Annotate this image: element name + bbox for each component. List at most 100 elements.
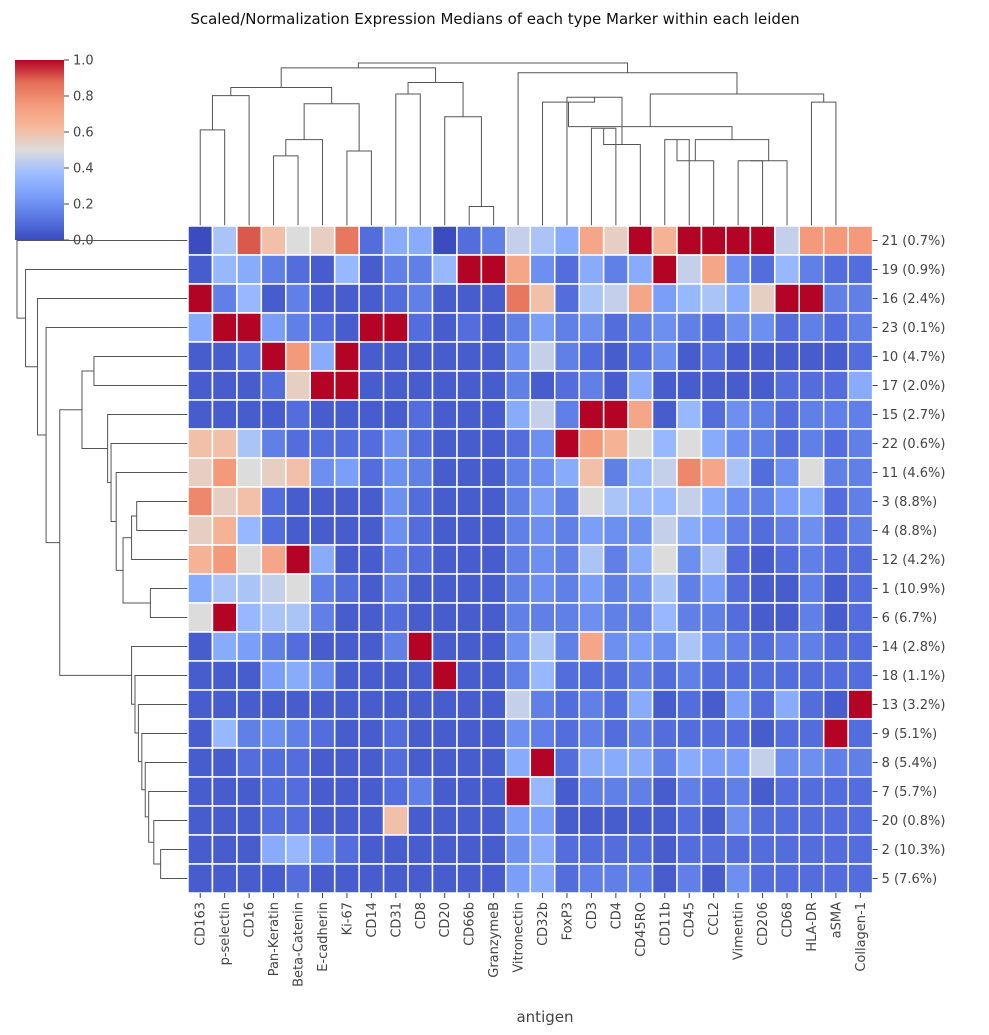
column-dendrogram-link	[280, 67, 437, 88]
heatmap-cell	[211, 660, 238, 691]
heatmap-cell	[333, 515, 360, 546]
heatmap-cell	[382, 573, 409, 604]
heatmap-cell	[431, 428, 458, 459]
row-dendrogram-link	[115, 472, 188, 571]
heatmap-cell	[651, 805, 678, 836]
colorbar-tick-label: 0.2	[73, 198, 94, 213]
heatmap-cell	[749, 602, 776, 633]
heatmap-cell	[285, 863, 311, 894]
column-tick-label: CD32b	[536, 902, 551, 946]
heatmap-cell	[798, 544, 825, 575]
column-tick-label: CCL2	[707, 902, 722, 936]
heatmap-cell	[602, 863, 629, 894]
heatmap-cell	[480, 399, 507, 430]
heatmap-cell	[505, 660, 532, 691]
heatmap-cell	[578, 544, 605, 575]
heatmap-cell	[236, 399, 263, 430]
heatmap-cell	[578, 747, 605, 778]
heatmap-cell	[847, 225, 874, 256]
heatmap-cell	[774, 457, 800, 488]
heatmap-cell	[480, 312, 507, 343]
column-tick-label: CD4	[609, 902, 624, 929]
heatmap-cell	[236, 341, 263, 372]
heatmap-cell	[382, 660, 409, 691]
column-tick-label: CD8	[414, 902, 429, 929]
row-dendrogram-link	[81, 370, 108, 449]
heatmap-cell	[431, 341, 458, 372]
heatmap-cell	[602, 486, 629, 517]
heatmap-cell	[187, 341, 214, 372]
heatmap-cell	[285, 660, 311, 691]
heatmap-cell	[187, 399, 214, 430]
heatmap-cell	[554, 254, 580, 285]
heatmap-cell	[725, 370, 752, 401]
column-tick-label: Vimentin	[732, 902, 747, 960]
heatmap-cell	[285, 399, 311, 430]
heatmap-cell	[211, 225, 238, 256]
heatmap-cell	[456, 718, 483, 749]
column-dendrogram-link	[517, 72, 738, 226]
heatmap-cell	[236, 863, 263, 894]
colorbar-gradient	[15, 60, 64, 240]
row-tick-label: 2 (10.3%)	[882, 843, 946, 858]
heatmap-cell	[554, 747, 580, 778]
heatmap-cell	[725, 631, 752, 662]
heatmap-cell	[456, 515, 483, 546]
heatmap-cell	[358, 747, 385, 778]
heatmap-cell	[627, 805, 654, 836]
heatmap-cell	[651, 341, 678, 372]
heatmap-cell	[578, 399, 605, 430]
heatmap-cell	[798, 341, 825, 372]
heatmap-cell	[651, 660, 678, 691]
heatmap-cell	[822, 689, 849, 720]
heatmap-cell	[505, 863, 532, 894]
heatmap-cell	[578, 776, 605, 807]
heatmap-cell	[774, 225, 800, 256]
heatmap-cell	[822, 834, 849, 865]
column-dendrogram-link	[750, 160, 788, 226]
heatmap-cell	[505, 776, 532, 807]
heatmap-cell	[602, 515, 629, 546]
heatmap-cell	[627, 428, 654, 459]
heatmap-cell	[236, 283, 263, 314]
heatmap-cell	[627, 718, 654, 749]
heatmap-cell	[285, 254, 311, 285]
heatmap-cell	[554, 776, 580, 807]
heatmap-cell	[382, 399, 409, 430]
heatmap-cell	[382, 544, 409, 575]
heatmap-cell	[211, 689, 238, 720]
heatmap-cell	[774, 631, 800, 662]
heatmap-cell	[749, 225, 776, 256]
heatmap-cell	[382, 834, 409, 865]
heatmap-cell	[285, 689, 311, 720]
heatmap-cell	[578, 486, 605, 517]
heatmap-cell	[798, 254, 825, 285]
heatmap-cell	[725, 515, 752, 546]
heatmap-cell	[285, 776, 311, 807]
heatmap-cell	[480, 660, 507, 691]
heatmap-cell	[431, 834, 458, 865]
heatmap-cell	[333, 834, 360, 865]
row-dendrogram-link	[141, 733, 188, 791]
row-dendrogram-link	[149, 588, 188, 618]
heatmap-cell	[822, 457, 849, 488]
heatmap-cell	[309, 312, 336, 343]
column-dendrogram-link	[357, 62, 629, 73]
heatmap-cell	[309, 718, 336, 749]
heatmap-cell	[505, 283, 532, 314]
heatmap-cell	[480, 718, 507, 749]
heatmap-cell	[480, 225, 507, 256]
heatmap-cell	[627, 254, 654, 285]
heatmap-cell	[480, 689, 507, 720]
heatmap-cell	[211, 573, 238, 604]
heatmap-cell	[456, 254, 483, 285]
heatmap-cell	[529, 428, 556, 459]
heatmap-cell	[260, 399, 287, 430]
heatmap-cell	[627, 573, 654, 604]
heatmap-cell	[725, 863, 752, 894]
heatmap-cell	[749, 283, 776, 314]
heatmap-cell	[456, 631, 483, 662]
column-dendrogram-link	[649, 93, 825, 127]
column-dendrogram-link	[444, 116, 482, 226]
heatmap-cell	[431, 718, 458, 749]
